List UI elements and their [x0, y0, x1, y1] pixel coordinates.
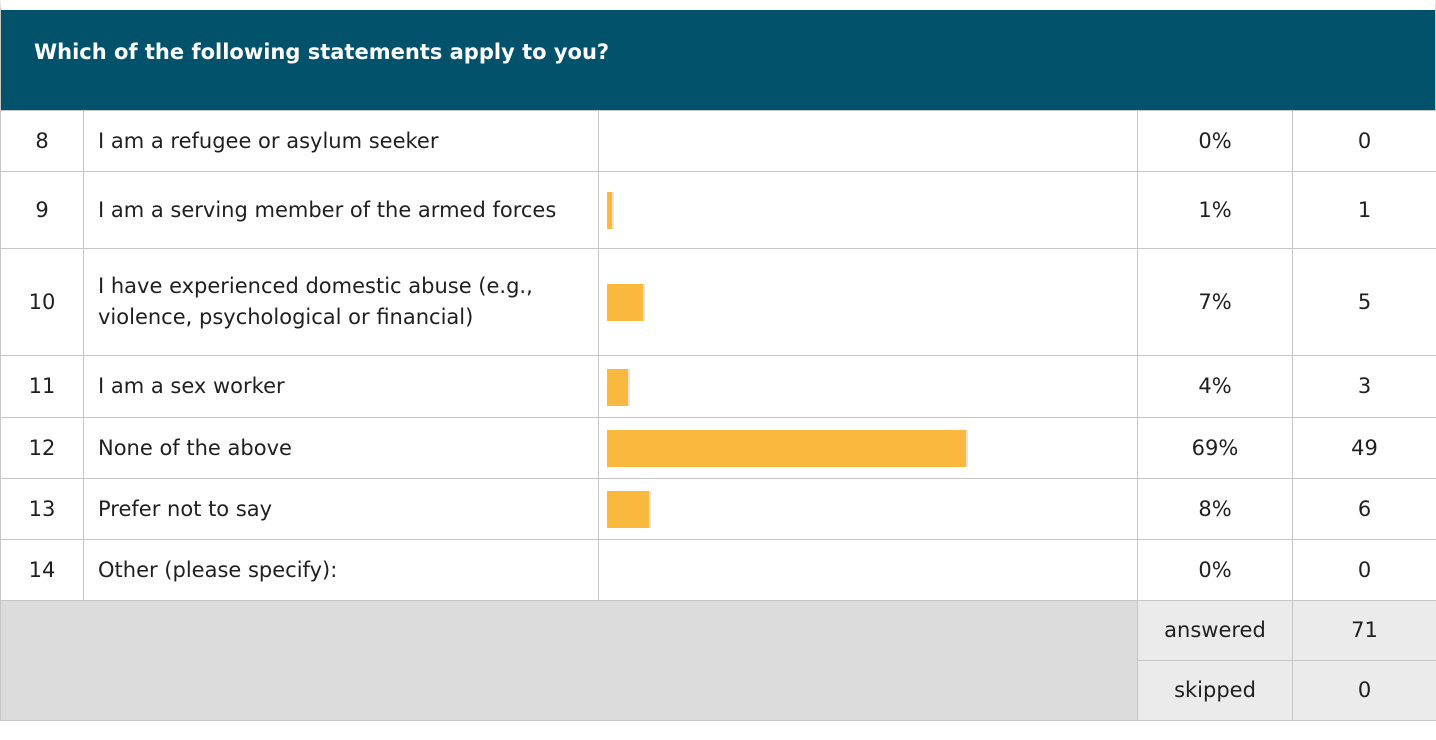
summary-label: skipped — [1137, 660, 1293, 721]
summary-value: 0 — [1292, 660, 1436, 721]
bar-cell — [598, 417, 1138, 479]
percent-value: 0% — [1137, 539, 1293, 601]
row-number: 14 — [0, 539, 84, 601]
percent-bar — [607, 284, 645, 321]
table-row: 10 I have experienced domestic abuse (e.g… — [0, 248, 1436, 356]
row-number: 8 — [0, 110, 84, 172]
summary-row: skipped 0 — [1, 660, 1436, 721]
percent-value: 69% — [1137, 417, 1293, 479]
percent-bar — [607, 430, 968, 467]
percent-bar — [607, 491, 651, 528]
row-label: Prefer not to say — [83, 478, 599, 540]
summary-label: answered — [1137, 600, 1293, 661]
table-row: 13 Prefer not to say 8% 6 — [0, 478, 1436, 540]
table-row: 14 Other (please specify): 0% 0 — [0, 539, 1436, 601]
percent-bar — [607, 192, 614, 229]
count-value: 5 — [1292, 248, 1436, 356]
percent-bar — [607, 368, 630, 406]
row-label: I have experienced domestic abuse (e.g.,… — [83, 248, 599, 356]
row-label: Other (please specify): — [83, 539, 599, 601]
row-label: I am a refugee or asylum seeker — [83, 110, 599, 172]
bar-cell — [598, 355, 1138, 418]
percent-value: 8% — [1137, 478, 1293, 540]
count-value: 49 — [1292, 417, 1436, 479]
bar-cell — [598, 539, 1138, 601]
row-number: 9 — [0, 171, 84, 249]
bar-cell — [598, 171, 1138, 249]
count-value: 0 — [1292, 110, 1436, 172]
bar-cell — [598, 248, 1138, 356]
bar-cell — [598, 478, 1138, 540]
summary-value: 71 — [1292, 600, 1436, 661]
row-number: 13 — [0, 478, 84, 540]
row-number: 10 — [0, 248, 84, 356]
count-value: 3 — [1292, 355, 1436, 418]
percent-value: 0% — [1137, 110, 1293, 172]
bar-cell — [598, 110, 1138, 172]
row-label: I am a serving member of the armed force… — [83, 171, 599, 249]
summary-row: answered 71 — [0, 600, 1436, 721]
row-number: 12 — [0, 417, 84, 479]
count-value: 0 — [1292, 539, 1436, 601]
percent-value: 4% — [1137, 355, 1293, 418]
table-row: 11 I am a sex worker 4% 3 — [0, 355, 1436, 418]
summary-filler — [0, 600, 1138, 721]
percent-value: 7% — [1137, 248, 1293, 356]
row-label: None of the above — [83, 417, 599, 479]
count-value: 6 — [1292, 478, 1436, 540]
row-number: 11 — [0, 355, 84, 418]
row-label: I am a sex worker — [83, 355, 599, 418]
count-value: 1 — [1292, 171, 1436, 249]
question-title: Which of the following statements apply … — [34, 40, 610, 64]
table-row: 12 None of the above 69% 49 — [0, 417, 1436, 479]
question-header: Which of the following statements apply … — [0, 0, 1436, 110]
percent-value: 1% — [1137, 171, 1293, 249]
